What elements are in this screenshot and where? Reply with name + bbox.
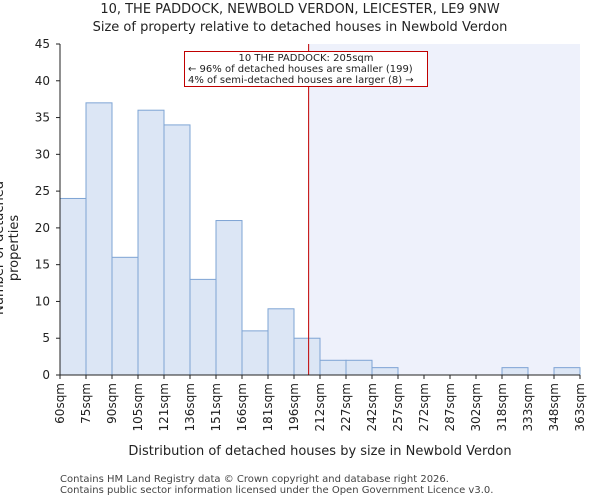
bar-348sqm	[553, 367, 581, 376]
x-tick-label: 105sqm	[131, 383, 145, 431]
bar-60sqm	[59, 197, 87, 376]
x-tick-label: 348sqm	[547, 383, 561, 431]
footer-licence: Contains public sector information licen…	[60, 485, 494, 496]
bar-318sqm	[501, 367, 529, 376]
bar-227sqm	[345, 359, 373, 376]
y-tick-label: 40	[35, 74, 50, 88]
x-tick-label: 363sqm	[573, 383, 587, 431]
x-tick-label: 257sqm	[391, 383, 405, 431]
footer-copyright: Contains HM Land Registry data © Crown c…	[60, 474, 449, 485]
y-tick-label: 10	[35, 294, 50, 308]
x-tick-label: 90sqm	[105, 383, 119, 424]
bar-242sqm	[371, 367, 399, 376]
y-tick-label: 0	[42, 368, 50, 382]
y-tick-label: 15	[35, 258, 50, 272]
x-tick-label: 318sqm	[495, 383, 509, 431]
y-tick-label: 45	[35, 37, 50, 51]
bar-90sqm	[111, 256, 139, 376]
x-tick-label: 166sqm	[235, 383, 249, 431]
x-tick-label: 136sqm	[183, 383, 197, 431]
chart-title: 10, THE PADDOCK, NEWBOLD VERDON, LEICEST…	[100, 2, 500, 17]
y-axis-label: Number of detached properties	[0, 181, 22, 315]
x-tick-label: 242sqm	[365, 383, 379, 431]
x-tick-label: 151sqm	[209, 383, 223, 431]
bar-196sqm	[293, 337, 321, 376]
y-tick-label: 30	[35, 147, 50, 161]
y-tick-label: 5	[42, 331, 50, 345]
x-tick-label: 181sqm	[261, 383, 275, 431]
bar-105sqm	[137, 109, 165, 376]
bar-151sqm	[215, 220, 243, 376]
bar-212sqm	[319, 359, 347, 376]
y-tick-label: 25	[35, 184, 50, 198]
x-tick-label: 75sqm	[79, 383, 93, 424]
annotation-line-2: ← 96% of detached houses are smaller (19…	[188, 64, 413, 75]
bar-181sqm	[267, 308, 295, 376]
bar-75sqm	[85, 102, 113, 376]
x-tick-label: 212sqm	[313, 383, 327, 431]
y-tick-label: 35	[35, 111, 50, 125]
x-tick-label: 302sqm	[469, 383, 483, 431]
chart-subtitle: Size of property relative to detached ho…	[92, 20, 508, 35]
highlight-region	[308, 44, 580, 375]
y-tick-label: 20	[35, 221, 50, 235]
bar-121sqm	[163, 124, 191, 376]
x-tick-label: 227sqm	[339, 383, 353, 431]
annotation-line-3: 4% of semi-detached houses are larger (8…	[188, 75, 414, 86]
x-tick-label: 333sqm	[521, 383, 535, 431]
x-axis-label: Distribution of detached houses by size …	[128, 444, 512, 459]
annotation-line-1: 10 THE PADDOCK: 205sqm	[238, 53, 374, 64]
x-tick-label: 287sqm	[443, 383, 457, 431]
bar-166sqm	[241, 330, 269, 376]
x-tick-label: 272sqm	[417, 383, 431, 431]
x-tick-label: 196sqm	[287, 383, 301, 431]
x-tick-label: 60sqm	[53, 383, 67, 424]
bar-136sqm	[189, 278, 217, 376]
x-tick-label: 121sqm	[157, 383, 171, 431]
marker-annotation: 10 THE PADDOCK: 205sqm ← 96% of detached…	[184, 51, 428, 87]
